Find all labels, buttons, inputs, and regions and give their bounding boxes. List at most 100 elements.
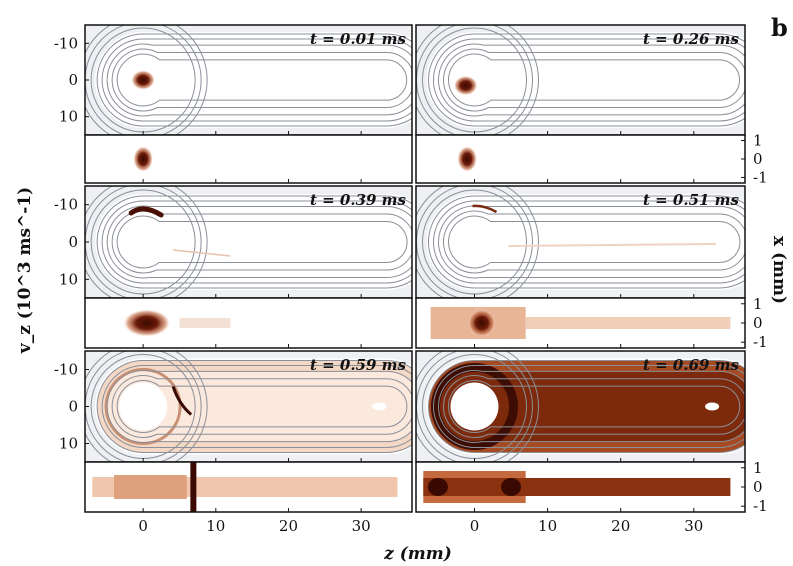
contour-line xyxy=(96,33,412,127)
spatial-plot xyxy=(85,298,412,348)
density-peak xyxy=(427,478,448,496)
x-space-tick-label: 1 xyxy=(753,295,763,313)
panel-5: t = 0.59 ms -10 0 10 0 10 20 30 xyxy=(54,350,413,535)
spatial-plot xyxy=(85,462,412,512)
contour-line xyxy=(106,205,412,279)
contour-line xyxy=(433,38,745,122)
contour-line xyxy=(416,351,539,462)
density-mid xyxy=(107,370,412,443)
vz-tick-label: 0 xyxy=(68,71,78,89)
contour-line xyxy=(447,215,741,269)
vz-tick-label: 10 xyxy=(59,270,78,288)
density-ring xyxy=(104,368,182,445)
phase-space-plot xyxy=(416,186,745,298)
density-peak xyxy=(501,478,522,496)
time-label: t = 0.59 ms xyxy=(310,356,407,374)
contour-line xyxy=(96,360,412,453)
contour-line xyxy=(111,48,412,112)
phase-space-plot xyxy=(416,351,745,462)
track-end-spot xyxy=(372,402,387,411)
atom-cloud-projection xyxy=(467,309,496,337)
spatial-frame xyxy=(84,461,413,513)
panel-1: t = 0.01 ms -10 0 10 xyxy=(54,24,413,184)
panel-4: t = 0.51 ms 10-1 xyxy=(415,185,768,351)
contour-line xyxy=(442,48,745,112)
y-axis-label-right-text: x (mm) xyxy=(769,236,789,304)
density-ring xyxy=(430,363,518,450)
atom-cloud-projection xyxy=(122,309,171,337)
phase-space-plot xyxy=(85,351,412,462)
contour-line xyxy=(85,351,208,462)
x-space-tick-label: 1 xyxy=(753,459,763,477)
x-space-tick-label: 0 xyxy=(753,150,763,168)
bound-region xyxy=(95,32,412,128)
bound-region xyxy=(426,32,745,128)
contour-line xyxy=(442,374,745,438)
spatial-plot xyxy=(416,462,745,512)
z-tick-label: 20 xyxy=(279,517,298,535)
vz-tick-label: 0 xyxy=(68,398,78,416)
panel-letter: b xyxy=(771,13,788,42)
contour-line xyxy=(116,53,408,107)
spatial-frame xyxy=(84,134,413,184)
time-label: t = 0.39 ms xyxy=(310,191,407,209)
contour-line xyxy=(111,210,412,274)
faint-trail xyxy=(173,249,231,257)
vz-tick-label: -10 xyxy=(54,34,78,52)
vz-tick-label: -10 xyxy=(54,196,78,214)
time-label: t = 0.01 ms xyxy=(310,30,407,48)
x-axis-label: z (mm) xyxy=(383,544,452,564)
atom-cloud xyxy=(453,75,478,96)
x-space-tick-label: 1 xyxy=(753,132,763,150)
cloud-spread xyxy=(114,475,187,499)
phase-space-plot xyxy=(85,186,412,298)
contour-line xyxy=(438,43,745,117)
z-tick-label: 0 xyxy=(470,517,480,535)
contour-line xyxy=(106,369,412,443)
spatial-frame xyxy=(84,297,413,349)
x-space-tick-label: 0 xyxy=(753,314,763,332)
x-space-tick-label: -1 xyxy=(753,333,768,351)
time-label: t = 0.26 ms xyxy=(643,30,740,48)
spatial-plot xyxy=(85,135,412,183)
contour-line xyxy=(106,43,412,117)
atom-cloud-projection xyxy=(133,146,154,172)
contour-line xyxy=(101,38,412,122)
atom-cloud xyxy=(131,70,156,90)
vz-tick-label: 10 xyxy=(59,108,78,126)
contour-line xyxy=(427,360,745,453)
vz-tick-label: -10 xyxy=(54,361,78,379)
y-axis-label-left: v_z (10^3 ms^-1) xyxy=(15,187,35,354)
contour-line xyxy=(443,210,745,274)
contour-line xyxy=(447,379,741,433)
time-label: t = 0.69 ms xyxy=(643,356,740,374)
contour-line xyxy=(85,25,208,135)
track-projection xyxy=(423,478,731,496)
atom-arc xyxy=(472,204,498,214)
dense-front-projection xyxy=(190,462,197,512)
contour-line xyxy=(447,53,740,107)
density-mid xyxy=(438,370,745,443)
contour-line xyxy=(85,186,208,298)
panel-2: t = 0.26 ms 10-1 xyxy=(415,24,768,186)
contour-line xyxy=(438,369,745,443)
x-space-tick-label: -1 xyxy=(753,168,768,186)
z-tick-label: 10 xyxy=(538,517,557,535)
phase-space-plot xyxy=(85,25,412,135)
track-end-spot xyxy=(705,402,720,411)
track-projection xyxy=(525,317,731,329)
bound-region xyxy=(95,194,412,290)
z-tick-label: 30 xyxy=(352,517,371,535)
x-space-tick-label: 0 xyxy=(753,478,763,496)
empty-core xyxy=(119,382,168,431)
phase-space-plot xyxy=(416,25,745,135)
contour-line xyxy=(101,365,412,448)
spatial-plot xyxy=(416,298,745,348)
contour-line xyxy=(116,215,408,269)
bound-region xyxy=(426,194,745,290)
trail-projection xyxy=(179,318,231,328)
contour-line xyxy=(116,379,408,433)
